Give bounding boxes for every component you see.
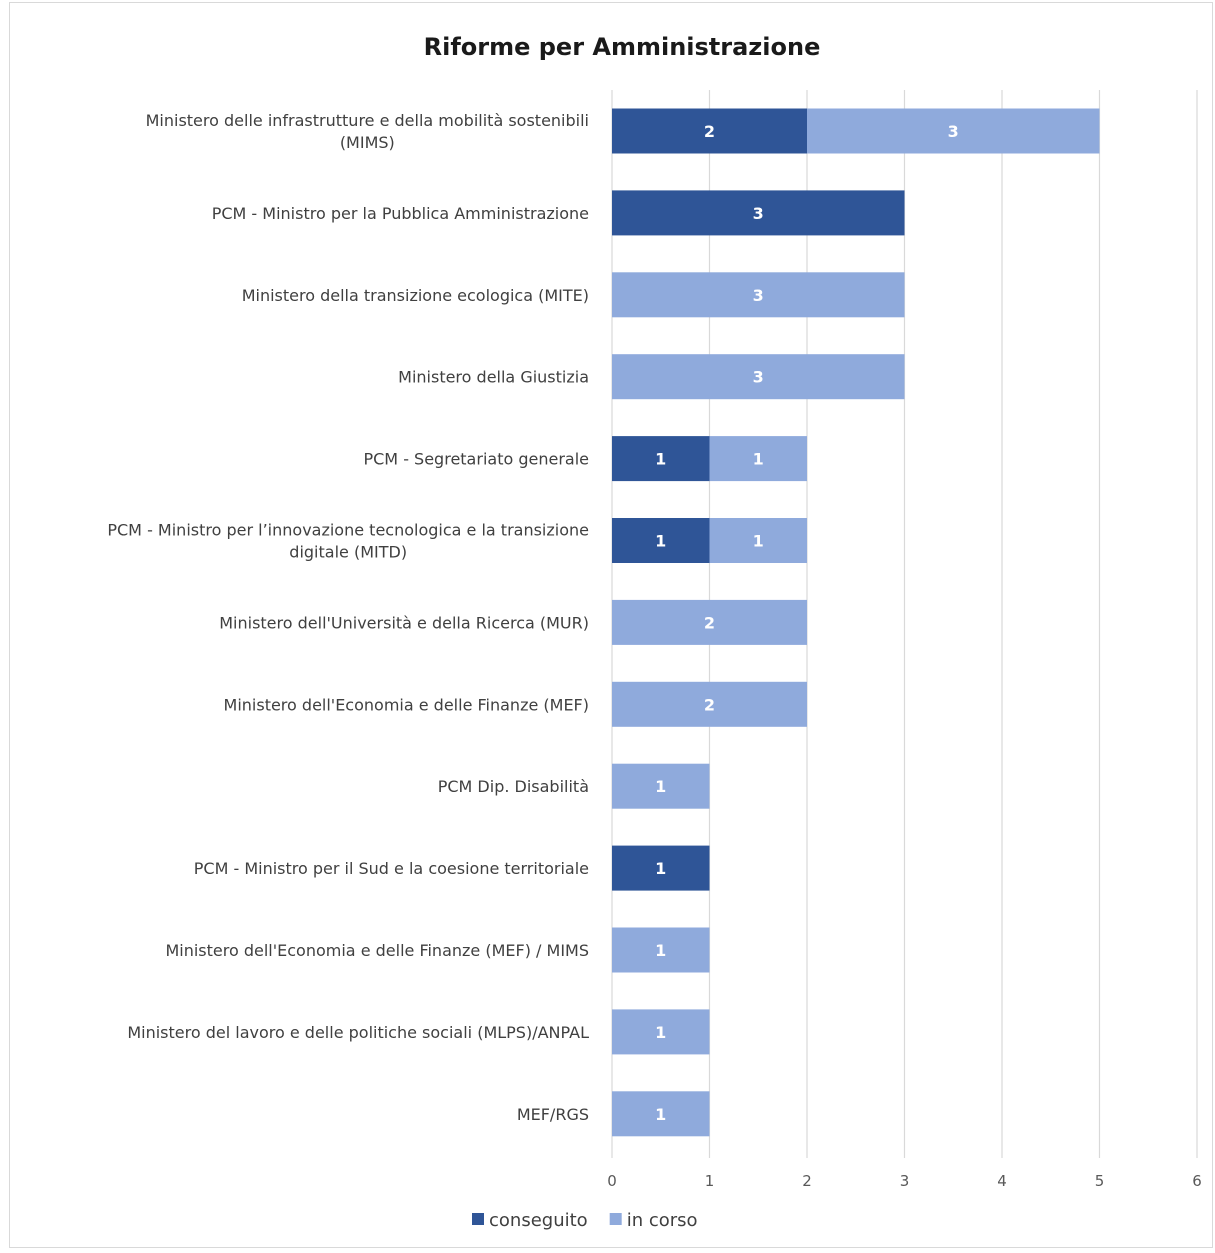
x-tick-label: 5	[1095, 1172, 1105, 1190]
bar-conseguito	[612, 518, 710, 563]
bar-in-corso	[612, 1009, 710, 1055]
bar-in-corso	[612, 763, 710, 809]
category-label: Ministero della transizione ecologica (M…	[242, 286, 589, 305]
bar-value-label: 1	[655, 941, 666, 960]
bar-in-corso	[612, 599, 807, 645]
legend: conseguito in corso	[472, 1210, 698, 1231]
category-label: Ministero dell'Economia e delle Finanze …	[165, 941, 589, 960]
bar-in-corso	[612, 681, 807, 727]
bar-conseguito	[612, 436, 710, 482]
bar-in-corso	[612, 927, 710, 973]
x-tick-label: 1	[705, 1172, 715, 1190]
legend-swatch	[609, 1213, 622, 1225]
bar-value-label: 1	[655, 532, 666, 551]
bar-value-label: 2	[704, 695, 715, 714]
bar-in-corso	[709, 436, 807, 482]
bar-value-label: 3	[753, 286, 764, 305]
category-label: PCM Dip. Disabilità	[438, 777, 589, 796]
gridlines	[611, 90, 1198, 1158]
bar-value-label: 3	[948, 122, 959, 141]
bar-value-label: 3	[753, 368, 764, 387]
legend-label: conseguito	[489, 1210, 588, 1231]
bar-in-corso	[612, 1091, 710, 1137]
bar-value-label: 3	[753, 204, 764, 223]
bar-in-corso	[709, 518, 807, 563]
category-label: Ministero dell'Economia e delle Finanze …	[224, 695, 589, 714]
bar-in-corso	[807, 108, 1100, 154]
legend-swatch	[472, 1213, 484, 1225]
bar-value-label: 1	[655, 859, 666, 878]
x-axis-ticks: 0 1 2 3 4 5 6	[607, 1172, 1202, 1190]
x-tick-label: 0	[607, 1172, 617, 1190]
legend-label: in corso	[627, 1210, 698, 1231]
category-label-line2: (MIMS)	[340, 133, 395, 152]
category-label: Ministero delle infrastrutture e della m…	[146, 111, 589, 130]
category-labels: Ministero delle infrastrutture e della m…	[107, 111, 589, 1124]
category-label: MEF/RGS	[517, 1105, 589, 1124]
bar-value-label: 1	[655, 777, 666, 796]
bars: 2 3 3 3 3 1 1 1 1 2 2 1 1 1 1 1	[612, 108, 1100, 1137]
x-tick-label: 3	[900, 1172, 910, 1190]
bar-value-label: 2	[704, 613, 715, 632]
bar-value-label: 2	[704, 122, 715, 141]
x-tick-label: 4	[997, 1172, 1007, 1190]
category-label: PCM - Ministro per l’innovazione tecnolo…	[107, 521, 589, 540]
category-label: PCM - Ministro per la Pubblica Amministr…	[212, 204, 589, 223]
category-label: Ministero dell'Università e della Ricerc…	[219, 613, 589, 632]
category-label: PCM - Ministro per il Sud e la coesione …	[194, 859, 589, 878]
x-tick-label: 2	[802, 1172, 812, 1190]
bar-in-corso	[612, 272, 905, 318]
bar-conseguito	[612, 190, 905, 236]
category-label: Ministero del lavoro e delle politiche s…	[127, 1023, 589, 1042]
category-label-line2: digitale (MITD)	[289, 543, 407, 562]
bar-value-label: 1	[753, 450, 764, 469]
bar-value-label: 1	[753, 532, 764, 551]
bar-conseguito	[612, 108, 807, 154]
category-label: Ministero della Giustizia	[398, 368, 589, 387]
chart-frame	[9, 2, 1213, 1248]
bar-value-label: 1	[655, 1023, 666, 1042]
category-label: PCM - Segretariato generale	[363, 450, 589, 469]
bar-in-corso	[612, 354, 905, 400]
x-tick-label: 6	[1192, 1172, 1202, 1190]
bar-value-label: 1	[655, 450, 666, 469]
bar-conseguito	[612, 845, 710, 891]
bar-value-label: 1	[655, 1105, 666, 1124]
chart-title: Riforme per Amministrazione	[424, 33, 821, 61]
